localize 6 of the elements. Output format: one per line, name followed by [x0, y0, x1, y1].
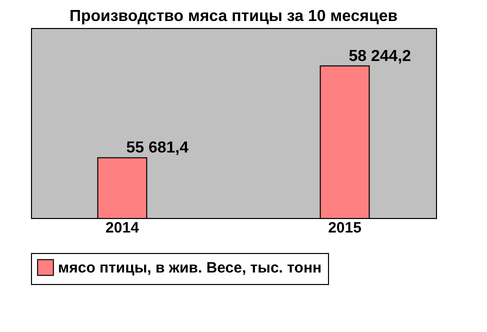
x-tick-label: 2014	[106, 220, 140, 236]
x-tick-label: 2015	[328, 220, 362, 236]
chart-title: Производство мяса птицы за 10 месяцев	[69, 8, 398, 25]
legend-label: мясо птицы, в жив. Весе, тыс. тонн	[58, 260, 322, 276]
data-label: 58 244,2	[348, 48, 412, 65]
data-label: 55 681,4	[126, 140, 189, 157]
